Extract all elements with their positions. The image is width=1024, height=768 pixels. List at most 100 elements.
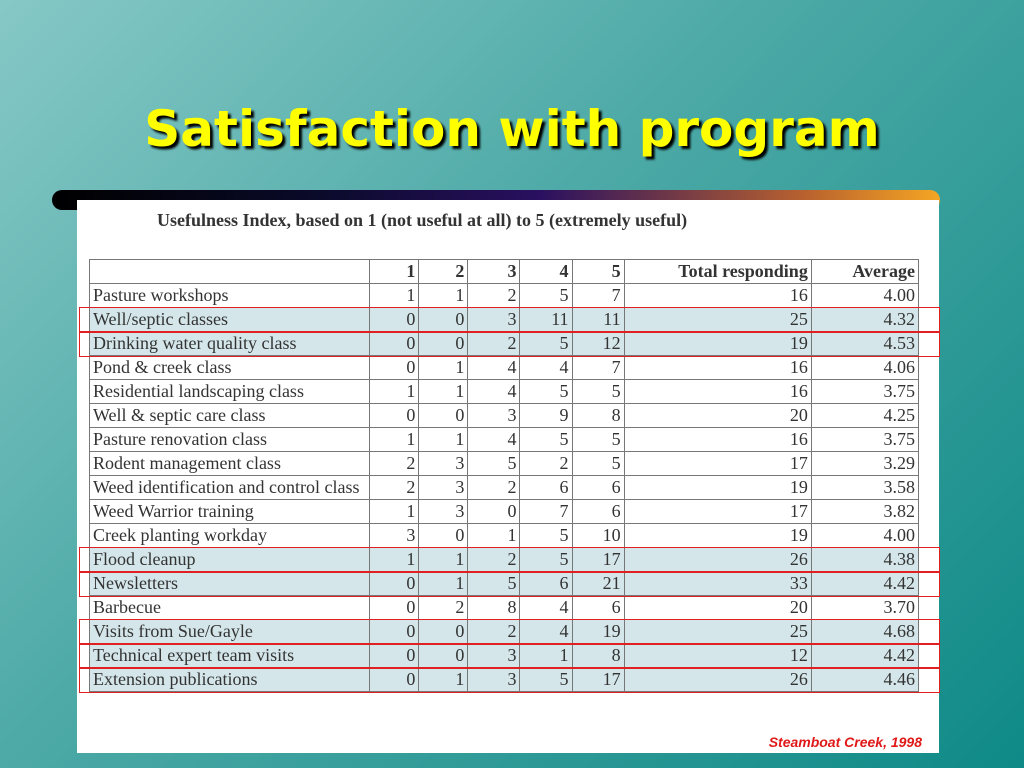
cell-c4: 6 (519, 475, 573, 500)
header-5: 5 (571, 259, 625, 284)
cell-c2: 0 (418, 403, 469, 428)
cell-total: 20 (623, 595, 812, 620)
cell-c5: 21 (571, 571, 625, 596)
cell-c3: 3 (467, 307, 521, 332)
cell-c5: 6 (571, 595, 625, 620)
cell-c5: 11 (571, 307, 625, 332)
cell-c2: 0 (418, 619, 469, 644)
cell-avg: 4.42 (810, 571, 920, 596)
cell-c2: 1 (418, 283, 469, 308)
row-label: Residential landscaping class (88, 379, 371, 404)
cell-c3: 0 (467, 499, 521, 524)
cell-avg: 3.75 (810, 379, 920, 404)
table-row: Well/septic classes 0 0 3 11 11 25 4.32 (88, 307, 920, 332)
cell-c4: 6 (519, 571, 573, 596)
cell-c4: 9 (519, 403, 573, 428)
cell-c1: 2 (369, 475, 420, 500)
cell-c4: 5 (519, 283, 573, 308)
cell-avg: 3.70 (810, 595, 920, 620)
cell-avg: 4.25 (810, 403, 920, 428)
cell-c1: 0 (369, 307, 420, 332)
cell-c5: 7 (571, 283, 625, 308)
table-header-row: 1 2 3 4 5 Total responding Average (88, 259, 920, 284)
row-label: Weed identification and control class (88, 475, 371, 500)
header-average: Average (810, 259, 920, 284)
header-2: 2 (418, 259, 469, 284)
row-label: Extension publications (88, 667, 371, 692)
cell-c2: 1 (418, 379, 469, 404)
table-row: Flood cleanup 1 1 2 5 17 26 4.38 (88, 547, 920, 572)
slide-title: Satisfaction with program (144, 100, 880, 158)
cell-c4: 4 (519, 355, 573, 380)
row-label: Visits from Sue/Gayle (88, 619, 371, 644)
cell-c4: 2 (519, 451, 573, 476)
cell-c3: 4 (467, 427, 521, 452)
cell-c1: 0 (369, 619, 420, 644)
table-row: Well & septic care class 0 0 3 9 8 20 4.25 (88, 403, 920, 428)
cell-c5: 5 (571, 427, 625, 452)
cell-c3: 2 (467, 547, 521, 572)
cell-avg: 3.29 (810, 451, 920, 476)
cell-c4: 5 (519, 523, 573, 548)
header-3: 3 (467, 259, 521, 284)
row-label: Well/septic classes (88, 307, 371, 332)
table-row: Weed identification and control class 2 3 2… (88, 475, 920, 500)
row-label: Newsletters (88, 571, 371, 596)
cell-total: 19 (623, 475, 812, 500)
header-1: 1 (369, 259, 420, 284)
row-label: Rodent management class (88, 451, 371, 476)
cell-c3: 3 (467, 643, 521, 668)
table-row: Creek planting workday 3 0 1 5 10 19 4.00 (88, 523, 920, 548)
cell-c3: 2 (467, 475, 521, 500)
cell-c1: 1 (369, 499, 420, 524)
table-row: Extension publications 0 1 3 5 17 26 4.46 (88, 667, 920, 692)
cell-c2: 1 (418, 571, 469, 596)
cell-c2: 0 (418, 307, 469, 332)
cell-avg: 3.82 (810, 499, 920, 524)
table-row: Newsletters 0 1 5 6 21 33 4.42 (88, 571, 920, 596)
cell-c5: 17 (571, 547, 625, 572)
cell-c3: 4 (467, 379, 521, 404)
cell-c4: 5 (519, 379, 573, 404)
cell-total: 16 (623, 355, 812, 380)
usefulness-table: 1 2 3 4 5 Total responding Average Pastu… (88, 259, 920, 692)
cell-c4: 4 (519, 595, 573, 620)
cell-avg: 4.00 (810, 283, 920, 308)
cell-avg: 4.38 (810, 547, 920, 572)
table-row: Technical expert team visits 0 0 3 1 8 12 4.42 (88, 643, 920, 668)
row-label: Pond & creek class (88, 355, 371, 380)
cell-c1: 0 (369, 355, 420, 380)
row-label: Technical expert team visits (88, 643, 371, 668)
cell-c4: 11 (519, 307, 573, 332)
table-row: Pasture renovation class 1 1 4 5 5 16 3.75 (88, 427, 920, 452)
cell-c5: 8 (571, 403, 625, 428)
cell-c2: 2 (418, 595, 469, 620)
cell-total: 33 (623, 571, 812, 596)
table-row: Rodent management class 2 3 5 2 5 17 3.29 (88, 451, 920, 476)
cell-c3: 5 (467, 451, 521, 476)
cell-c3: 2 (467, 331, 521, 356)
cell-c4: 5 (519, 667, 573, 692)
cell-avg: 4.46 (810, 667, 920, 692)
cell-total: 16 (623, 283, 812, 308)
cell-total: 26 (623, 547, 812, 572)
cell-avg: 4.53 (810, 331, 920, 356)
cell-c2: 0 (418, 643, 469, 668)
cell-c3: 1 (467, 523, 521, 548)
cell-avg: 4.32 (810, 307, 920, 332)
table-body: Pasture workshops 1 1 2 5 7 16 4.00 Well/septic … (88, 283, 920, 692)
row-label: Pasture renovation class (88, 427, 371, 452)
cell-avg: 4.00 (810, 523, 920, 548)
cell-avg: 4.42 (810, 643, 920, 668)
cell-c4: 5 (519, 331, 573, 356)
cell-total: 25 (623, 619, 812, 644)
cell-c1: 1 (369, 283, 420, 308)
cell-c2: 3 (418, 451, 469, 476)
cell-c5: 12 (571, 331, 625, 356)
cell-c1: 1 (369, 547, 420, 572)
cell-avg: 4.68 (810, 619, 920, 644)
cell-avg: 4.06 (810, 355, 920, 380)
cell-c3: 3 (467, 403, 521, 428)
cell-c2: 1 (418, 355, 469, 380)
cell-c2: 3 (418, 475, 469, 500)
